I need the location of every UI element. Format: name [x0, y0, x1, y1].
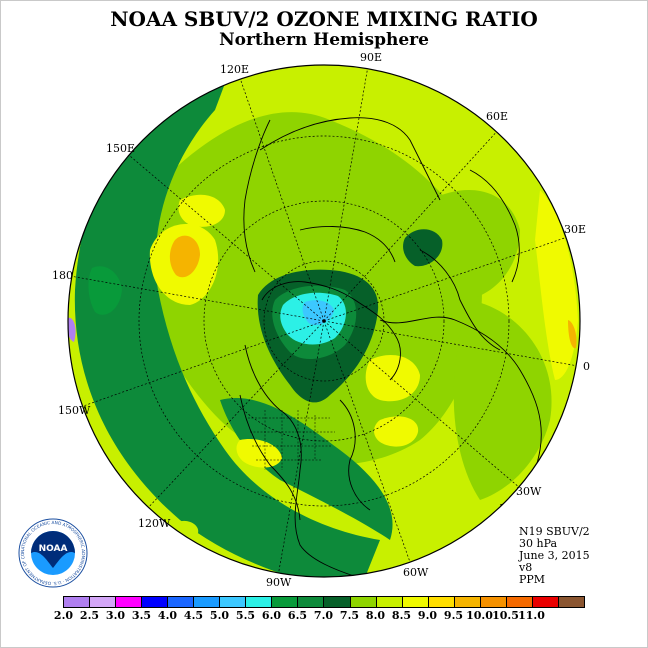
- lon-label-60w: 60W: [403, 566, 429, 579]
- ozone-band-8-5: [169, 235, 200, 278]
- ozone-band-7-5-spot: [178, 520, 199, 536]
- ozone-band-6-0-pacific: [88, 266, 122, 315]
- colorbar-box-11: [350, 597, 377, 607]
- colorbar-ticks: 2.0 2.5 3.0 3.5 4.0 4.5 5.0 5.5 6.0 6.5 7.0 7.5 8.0 8…: [48, 609, 598, 623]
- lon-label-0: 0: [583, 360, 590, 373]
- lon-label-120e: 120E: [220, 63, 249, 76]
- lon-label-30e: 30E: [564, 223, 586, 236]
- lon-label-120w: 120W: [138, 517, 171, 530]
- colorbar-box-18: [532, 597, 559, 607]
- us-borders: [248, 410, 335, 470]
- lon-label-30w: 30W: [516, 485, 542, 498]
- colorbar-box-19: [558, 597, 584, 607]
- colorbar-tick-label: 3.0: [105, 609, 126, 622]
- colorbar-tick-label: 2.0: [53, 609, 74, 622]
- colorbar-box-2: [116, 597, 143, 607]
- colorbar-tick-label: 3.5: [131, 609, 152, 622]
- colorbar-box-10: [324, 597, 351, 607]
- colorbar-tick-label: 7.0: [313, 609, 334, 622]
- colorbar-tick-label: 5.0: [209, 609, 230, 622]
- colorbar: [63, 596, 585, 608]
- colorbar-tick-label: 10.0: [466, 609, 493, 622]
- colorbar-box-7: [246, 597, 273, 607]
- colorbar-box-3: [142, 597, 169, 607]
- ozone-band-2-0-edge: [68, 317, 76, 342]
- colorbar-box-6: [220, 597, 247, 607]
- ozone-field: [68, 65, 580, 577]
- colorbar-tick-label: 11.0: [518, 609, 545, 622]
- colorbar-tick-label: 8.0: [365, 609, 386, 622]
- colorbar-box-14: [428, 597, 455, 607]
- colorbar-box-5: [194, 597, 221, 607]
- colorbar-tick-label: 5.5: [235, 609, 256, 622]
- lon-label-150w: 150W: [58, 404, 91, 417]
- info-level: 30 hPa: [519, 537, 558, 550]
- colorbar-tick-label: 9.5: [443, 609, 464, 622]
- info-date: June 3, 2015: [519, 549, 590, 562]
- ozone-band-6-0-europe: [403, 229, 443, 267]
- colorbar-box-8: [272, 597, 299, 607]
- colorbar-tick-label: 4.0: [157, 609, 178, 622]
- colorbar-box-12: [376, 597, 403, 607]
- colorbar-tick-label: 6.0: [261, 609, 282, 622]
- colorbar-box-0: [64, 597, 91, 607]
- colorbar-tick-label: 9.0: [417, 609, 438, 622]
- lon-label-90e: 90E: [360, 51, 382, 64]
- colorbar-box-17: [506, 597, 533, 607]
- lon-label-180: 180: [52, 269, 73, 282]
- ozone-band-6-5-west: [74, 70, 380, 577]
- colorbar-box-16: [480, 597, 507, 607]
- info-units: PPM: [519, 573, 546, 586]
- colorbar-tick-label: 10.5: [492, 609, 519, 622]
- colorbar-box-4: [168, 597, 195, 607]
- info-version: v8: [519, 561, 533, 574]
- colorbar-box-9: [298, 597, 325, 607]
- ozone-band-8-0-b: [178, 194, 225, 227]
- logo-text: NOAA: [39, 544, 68, 554]
- colorbar-tick-label: 6.5: [287, 609, 308, 622]
- noaa-logo: NATIONAL OCEANIC AND ATMOSPHERIC ADMINIS…: [18, 518, 88, 588]
- map-title: NOAA SBUV/2 OZONE MIXING RATIO: [110, 7, 538, 31]
- colorbar-box-13: [402, 597, 429, 607]
- colorbar-tick-label: 4.5: [183, 609, 204, 622]
- colorbar-tick-label: 7.5: [339, 609, 360, 622]
- ozone-band-8-0-e: [535, 190, 578, 380]
- ozone-band-8-0-c: [365, 355, 420, 402]
- colorbar-tick-label: 8.5: [391, 609, 412, 622]
- ozone-band-8-5-east: [568, 320, 577, 349]
- lon-label-150e: 150E: [106, 142, 135, 155]
- lon-label-90w: 90W: [266, 576, 292, 589]
- colorbar-box-1: [90, 597, 117, 607]
- ozone-band-7-0-southeast: [453, 300, 552, 500]
- info-satellite: N19 SBUV/2: [519, 525, 590, 538]
- colorbar-tick-label: 2.5: [79, 609, 100, 622]
- ozone-band-7-0-east: [429, 190, 520, 300]
- colorbar-box-15: [454, 597, 481, 607]
- lon-label-60e: 60E: [486, 110, 508, 123]
- map-boundary: [67, 64, 581, 578]
- map-subtitle: Northern Hemisphere: [219, 30, 429, 50]
